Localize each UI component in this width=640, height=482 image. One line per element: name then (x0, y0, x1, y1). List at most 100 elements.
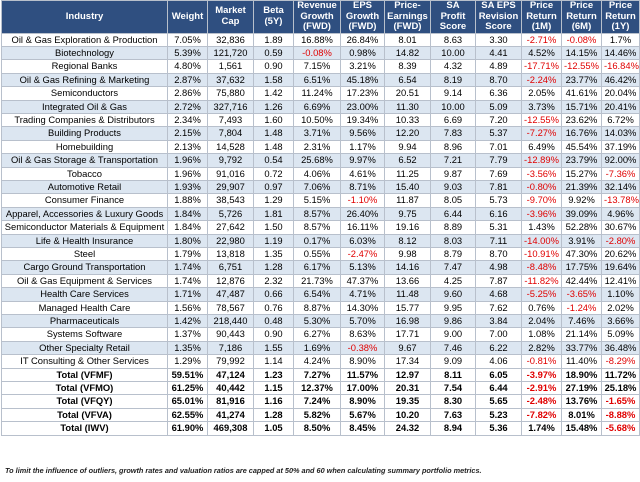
value-cell: 20.62% (601, 246, 640, 262)
value-cell: -1.24% (561, 300, 602, 316)
value-cell: 8.01% (561, 407, 602, 423)
total-row: Total (VFQY) 65.01% 81,916 1.16 7.24% 8.90% 19… (1, 394, 640, 409)
value-cell: 20.41% (601, 99, 640, 114)
value-cell: 6.52 (384, 153, 431, 168)
value-cell: -0.80% (521, 179, 562, 195)
value-cell: 7.69 (475, 166, 522, 181)
value-cell: 1.28 (253, 407, 294, 423)
table-row: Other Specialty Retail 1.35% 7,186 1.55 1.69… (1, 340, 640, 356)
value-cell: 2.82% (521, 340, 562, 356)
value-cell: 5.65 (475, 394, 522, 409)
value-cell: 1.23 (253, 367, 294, 383)
value-cell: 121,720 (207, 45, 254, 61)
value-cell: 1.81 (253, 206, 294, 222)
value-cell: 5.15% (293, 193, 341, 208)
value-cell: 37.19% (601, 139, 640, 155)
value-cell: 8.57% (293, 206, 341, 222)
value-cell: 9,792 (207, 153, 254, 168)
value-cell: 16.11% (340, 220, 385, 235)
value-cell: 6,751 (207, 260, 254, 275)
value-cell: 1.14 (253, 354, 294, 369)
value-cell: 7,804 (207, 126, 254, 141)
industry-cell: Trading Companies & Distributors (1, 112, 168, 128)
value-cell: 59.51% (167, 367, 208, 383)
table-row: Consumer Finance 1.88% 38,543 1.29 5.15% -1.1… (1, 193, 640, 208)
value-cell: 1.74% (167, 273, 208, 289)
value-cell: -8.29% (601, 354, 640, 369)
value-cell: 4.80% (167, 59, 208, 74)
industry-cell: Apparel, Accessories & Luxury Goods (1, 206, 168, 222)
value-cell: 6.44 (430, 206, 476, 222)
value-cell: 0.72 (253, 166, 294, 181)
value-cell: 4.71% (340, 287, 385, 302)
value-cell: 23.79% (561, 153, 602, 168)
value-cell: -12.89% (521, 153, 562, 168)
industry-cell: Oil & Gas Refining & Marketing (1, 72, 168, 88)
value-cell: 5.09% (601, 327, 640, 342)
value-cell: 6.49% (521, 139, 562, 155)
value-cell: 6.44 (475, 381, 522, 396)
value-cell: -1.65% (601, 394, 640, 409)
value-cell: 9.97% (340, 153, 385, 168)
value-cell: 13.66 (384, 273, 431, 289)
value-cell: 2.72% (167, 99, 208, 114)
value-cell: 6.69% (293, 99, 341, 114)
value-cell: 1.74% (521, 421, 562, 436)
value-cell: 5.67% (340, 407, 385, 423)
industry-cell: Automotive Retail (1, 179, 168, 195)
value-cell: 47,124 (207, 367, 254, 383)
column-header: Revenue Growth (FWD) (293, 0, 341, 34)
value-cell: 5.31 (475, 220, 522, 235)
value-cell: 7.00 (475, 327, 522, 342)
table-row: Pharmaceuticals 1.42% 218,440 0.48 5.30% 5.70… (1, 314, 640, 329)
value-cell: 6.17% (293, 260, 341, 275)
column-header: Beta (5Y) (253, 0, 294, 34)
value-cell: 1.50 (253, 220, 294, 235)
table-body: Oil & Gas Exploration & Production 7.05% 3… (1, 32, 640, 436)
value-cell: 1.17% (340, 139, 385, 155)
value-cell: 469,308 (207, 421, 254, 436)
value-cell: 1.96% (167, 153, 208, 168)
column-header: Market Cap (207, 0, 254, 34)
value-cell: -12.55% (521, 112, 562, 128)
value-cell: 1.19 (253, 233, 294, 249)
value-cell: 8.19 (430, 72, 476, 88)
value-cell: 45.54% (561, 139, 602, 155)
value-cell: 2.02% (601, 300, 640, 316)
value-cell: 0.54 (253, 153, 294, 168)
value-cell: 0.90 (253, 327, 294, 342)
value-cell: 0.55% (293, 246, 341, 262)
value-cell: 18.90% (561, 367, 602, 383)
value-cell: 1.69% (293, 340, 341, 356)
value-cell: 14.46% (601, 45, 640, 61)
value-cell: 10.00 (430, 99, 476, 114)
value-cell: 9.60 (430, 287, 476, 302)
table-row: Building Products 2.15% 7,804 1.48 3.71% 9.56… (1, 126, 640, 141)
value-cell: 20.04% (601, 86, 640, 101)
value-cell: 5.82% (293, 407, 341, 423)
value-cell: -16.84% (601, 59, 640, 74)
value-cell: 8.11 (430, 367, 476, 383)
industry-cell: Integrated Oil & Gas (1, 99, 168, 114)
value-cell: 47.37% (340, 273, 385, 289)
value-cell: 4.24% (293, 354, 341, 369)
value-cell: 1.58 (253, 72, 294, 88)
value-cell: 1.15 (253, 381, 294, 396)
industry-cell: Cargo Ground Transportation (1, 260, 168, 275)
value-cell: 81,916 (207, 394, 254, 409)
value-cell: 3.30 (475, 32, 522, 47)
value-cell: 46.42% (601, 72, 640, 88)
value-cell: 8.01 (384, 32, 431, 47)
value-cell: 8.63 (430, 32, 476, 47)
total-row: Total (VFVA) 62.55% 41,274 1.28 5.82% 5.67% 10… (1, 407, 640, 423)
value-cell: 4.41 (475, 45, 522, 61)
value-cell: 17.23% (340, 86, 385, 101)
value-cell: 23.77% (561, 72, 602, 88)
value-cell: 9.75 (384, 206, 431, 222)
value-cell: -3.56% (521, 166, 562, 181)
table-row: Health Care Services 1.71% 47,487 0.66 6.54%… (1, 287, 640, 302)
value-cell: 6.54 (384, 72, 431, 88)
value-cell: 7.21 (430, 153, 476, 168)
table-row: Semiconductor Materials & Equipment 1.84%… (1, 220, 640, 235)
column-header: Price Return (1M) (521, 0, 562, 34)
